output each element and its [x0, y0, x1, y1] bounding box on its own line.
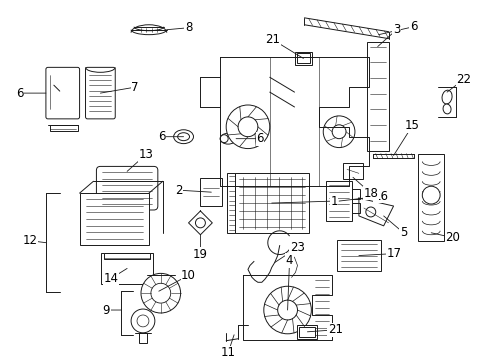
Text: 11: 11 — [220, 346, 235, 359]
Circle shape — [323, 116, 354, 148]
Text: 15: 15 — [404, 119, 419, 132]
Circle shape — [131, 309, 155, 333]
Circle shape — [141, 273, 180, 313]
Text: 18: 18 — [363, 186, 377, 200]
Circle shape — [137, 315, 149, 327]
Circle shape — [422, 186, 439, 204]
Bar — [235, 173, 309, 233]
Bar — [366, 42, 388, 150]
Text: 21: 21 — [264, 33, 280, 46]
Text: 4: 4 — [285, 254, 293, 267]
Text: 10: 10 — [181, 269, 196, 282]
Circle shape — [220, 135, 228, 143]
FancyBboxPatch shape — [46, 67, 80, 119]
Bar — [351, 203, 359, 213]
Text: 21: 21 — [327, 323, 342, 336]
Circle shape — [151, 283, 170, 303]
Bar — [296, 54, 310, 63]
Circle shape — [238, 117, 257, 137]
Bar — [351, 189, 359, 199]
Text: 6: 6 — [17, 87, 24, 100]
Ellipse shape — [177, 133, 189, 141]
Bar — [200, 178, 222, 206]
Text: 12: 12 — [22, 234, 38, 247]
Ellipse shape — [220, 133, 236, 144]
Bar — [343, 163, 362, 179]
Circle shape — [365, 207, 375, 217]
Circle shape — [263, 286, 311, 334]
Bar — [325, 181, 351, 221]
Bar — [417, 153, 443, 241]
Circle shape — [226, 105, 269, 149]
Text: 8: 8 — [184, 21, 192, 34]
Text: 23: 23 — [289, 241, 305, 254]
Text: 20: 20 — [445, 231, 460, 244]
Bar — [101, 253, 153, 284]
Bar — [294, 51, 312, 66]
Text: 14: 14 — [103, 272, 119, 285]
Bar — [299, 327, 315, 337]
Text: 6: 6 — [256, 132, 263, 145]
Text: 7: 7 — [131, 81, 139, 94]
Bar — [297, 325, 317, 339]
Text: 13: 13 — [138, 148, 153, 161]
Bar — [227, 173, 235, 233]
Text: 9: 9 — [102, 303, 110, 316]
Text: 19: 19 — [193, 248, 207, 261]
Text: 3: 3 — [392, 23, 399, 36]
FancyBboxPatch shape — [85, 67, 115, 119]
Text: 6: 6 — [158, 130, 165, 143]
Text: 1: 1 — [330, 194, 337, 208]
Circle shape — [277, 300, 297, 320]
Text: 6: 6 — [409, 20, 416, 33]
Circle shape — [331, 125, 346, 139]
Ellipse shape — [442, 104, 450, 114]
Text: 16: 16 — [372, 190, 387, 203]
Ellipse shape — [173, 130, 193, 144]
Text: 5: 5 — [399, 226, 407, 239]
Bar — [139, 333, 146, 343]
Text: 2: 2 — [175, 184, 182, 197]
Bar — [104, 253, 150, 258]
Bar — [336, 240, 380, 271]
Ellipse shape — [441, 90, 451, 104]
Bar — [50, 125, 78, 131]
Bar — [80, 193, 149, 245]
Text: 22: 22 — [455, 73, 470, 86]
Ellipse shape — [231, 135, 241, 143]
Text: 17: 17 — [386, 247, 401, 260]
Circle shape — [195, 218, 205, 228]
FancyBboxPatch shape — [96, 166, 158, 210]
